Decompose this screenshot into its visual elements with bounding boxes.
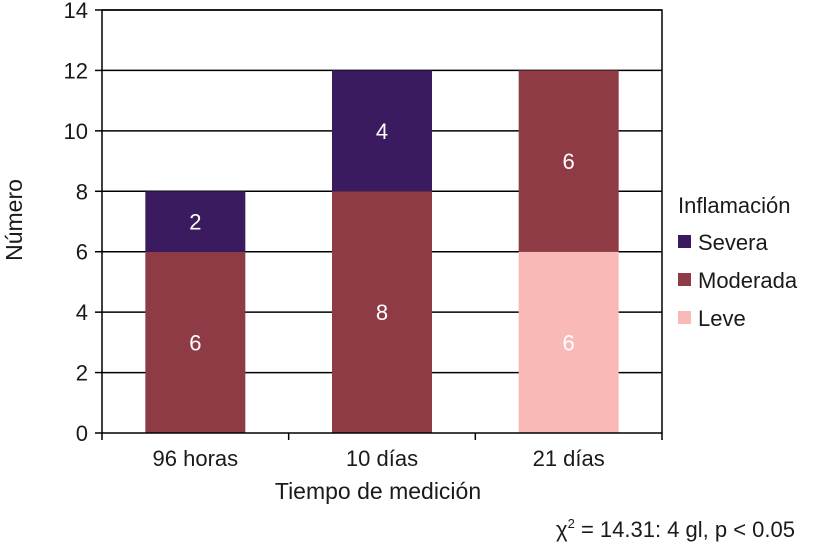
y-tick-labels: 0 2 4 6 8 10 12 14 [64,0,88,446]
legend-swatch [678,235,691,248]
bar-segment [145,191,246,252]
legend: Inflamación Severa Moderada Leve [678,193,798,331]
y-tick-label: 4 [76,300,88,325]
x-tick-label: 10 días [346,446,418,471]
y-tick-label: 8 [76,179,88,204]
plot-frame [101,9,663,434]
y-tick-label: 14 [64,0,88,23]
y-tick-label: 0 [76,421,88,446]
data-label: 4 [376,119,388,144]
bar-segment [145,251,246,433]
chi-symbol: χ [556,517,568,542]
x-axis-title: Tiempo de medición [275,478,481,504]
data-label: 6 [563,330,575,355]
data-label: 8 [376,300,388,325]
axes [95,9,663,440]
x-tick-labels: 96 horas 10 días 21 días [153,446,605,471]
y-tick-label: 12 [64,58,88,83]
data-label: 6 [563,149,575,174]
bar-segment [332,70,432,192]
y-tick-label: 6 [76,240,88,265]
chi-exponent: 2 [568,516,575,531]
bar-segment [332,191,432,433]
x-tick-label: 21 días [533,446,605,471]
legend-swatch [678,311,691,324]
bar-segment [518,251,619,433]
bar-segment [518,70,619,252]
data-label: 6 [189,330,201,355]
chi-result: = 14.31: 4 gl, p < 0.05 [575,517,795,542]
chi-square-annotation: χ2 = 14.31: 4 gl, p < 0.05 [556,516,795,542]
data-labels: 6 2 8 4 6 6 [189,119,575,356]
y-axis-title: Número [1,179,27,261]
x-tick-label: 96 horas [153,446,239,471]
legend-title: Inflamación [678,193,791,218]
y-tick-label: 10 [64,119,88,144]
bars [145,70,619,433]
legend-label: Severa [698,230,768,255]
y-tick-label: 2 [76,361,88,386]
legend-label: Leve [698,306,746,331]
legend-swatch [678,273,691,286]
legend-label: Moderada [698,268,798,293]
data-label: 2 [189,210,201,235]
